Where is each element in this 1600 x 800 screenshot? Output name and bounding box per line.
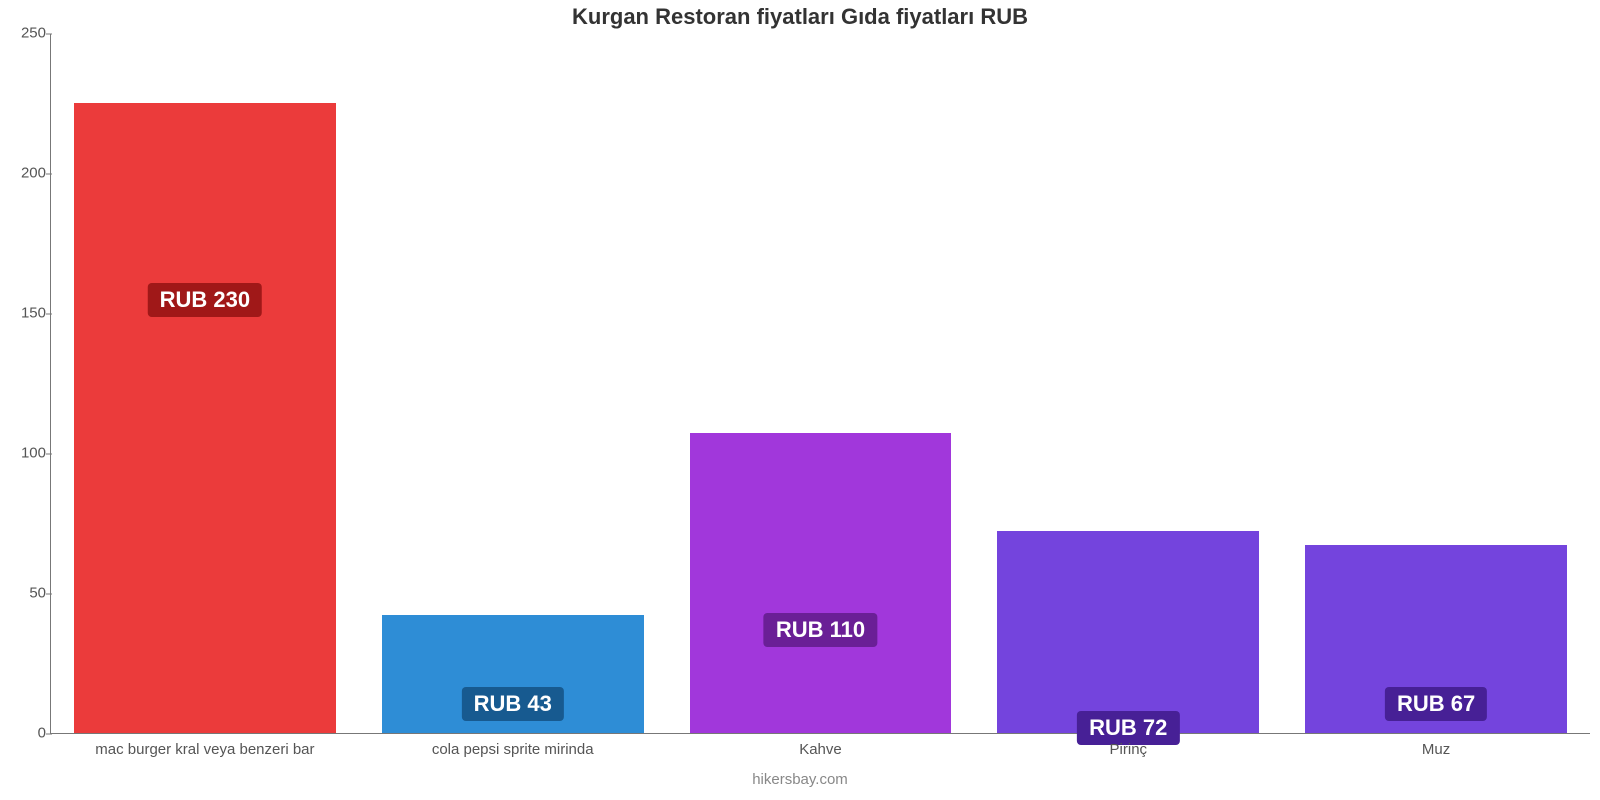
bar: RUB 72 — [997, 531, 1259, 733]
x-category-label: Muz — [1422, 741, 1450, 758]
bar: RUB 43 — [382, 615, 644, 733]
plot-area: RUB 230mac burger kral veya benzeri barR… — [50, 34, 1590, 734]
x-category-label: Kahve — [799, 741, 842, 758]
bar-value-label: RUB 67 — [1385, 687, 1487, 721]
y-tick: 250 — [6, 25, 46, 42]
bar-slot: RUB 230mac burger kral veya benzeri bar — [51, 34, 359, 733]
bar-value-label: RUB 230 — [148, 283, 262, 317]
bar-slot: RUB 67Muz — [1282, 34, 1590, 733]
x-category-label: Pirinç — [1110, 741, 1148, 758]
y-tick: 50 — [6, 585, 46, 602]
bar: RUB 230 — [74, 103, 336, 733]
x-category-label: mac burger kral veya benzeri bar — [95, 741, 314, 758]
bar-value-label: RUB 110 — [764, 613, 877, 647]
bar: RUB 110 — [690, 433, 952, 733]
bar-slot: RUB 110Kahve — [667, 34, 975, 733]
x-category-label: cola pepsi sprite mirinda — [432, 741, 594, 758]
chart-container: Kurgan Restoran fiyatları Gıda fiyatları… — [0, 0, 1600, 800]
y-tick: 0 — [6, 725, 46, 742]
y-tick: 100 — [6, 445, 46, 462]
bar-value-label: RUB 43 — [462, 687, 564, 721]
y-tick: 200 — [6, 165, 46, 182]
bar: RUB 67 — [1305, 545, 1567, 733]
bars-row: RUB 230mac burger kral veya benzeri barR… — [51, 34, 1590, 733]
bar-slot: RUB 72Pirinç — [974, 34, 1282, 733]
bar-slot: RUB 43cola pepsi sprite mirinda — [359, 34, 667, 733]
chart-title: Kurgan Restoran fiyatları Gıda fiyatları… — [0, 4, 1600, 30]
y-tick: 150 — [6, 305, 46, 322]
credit-text: hikersbay.com — [0, 771, 1600, 788]
